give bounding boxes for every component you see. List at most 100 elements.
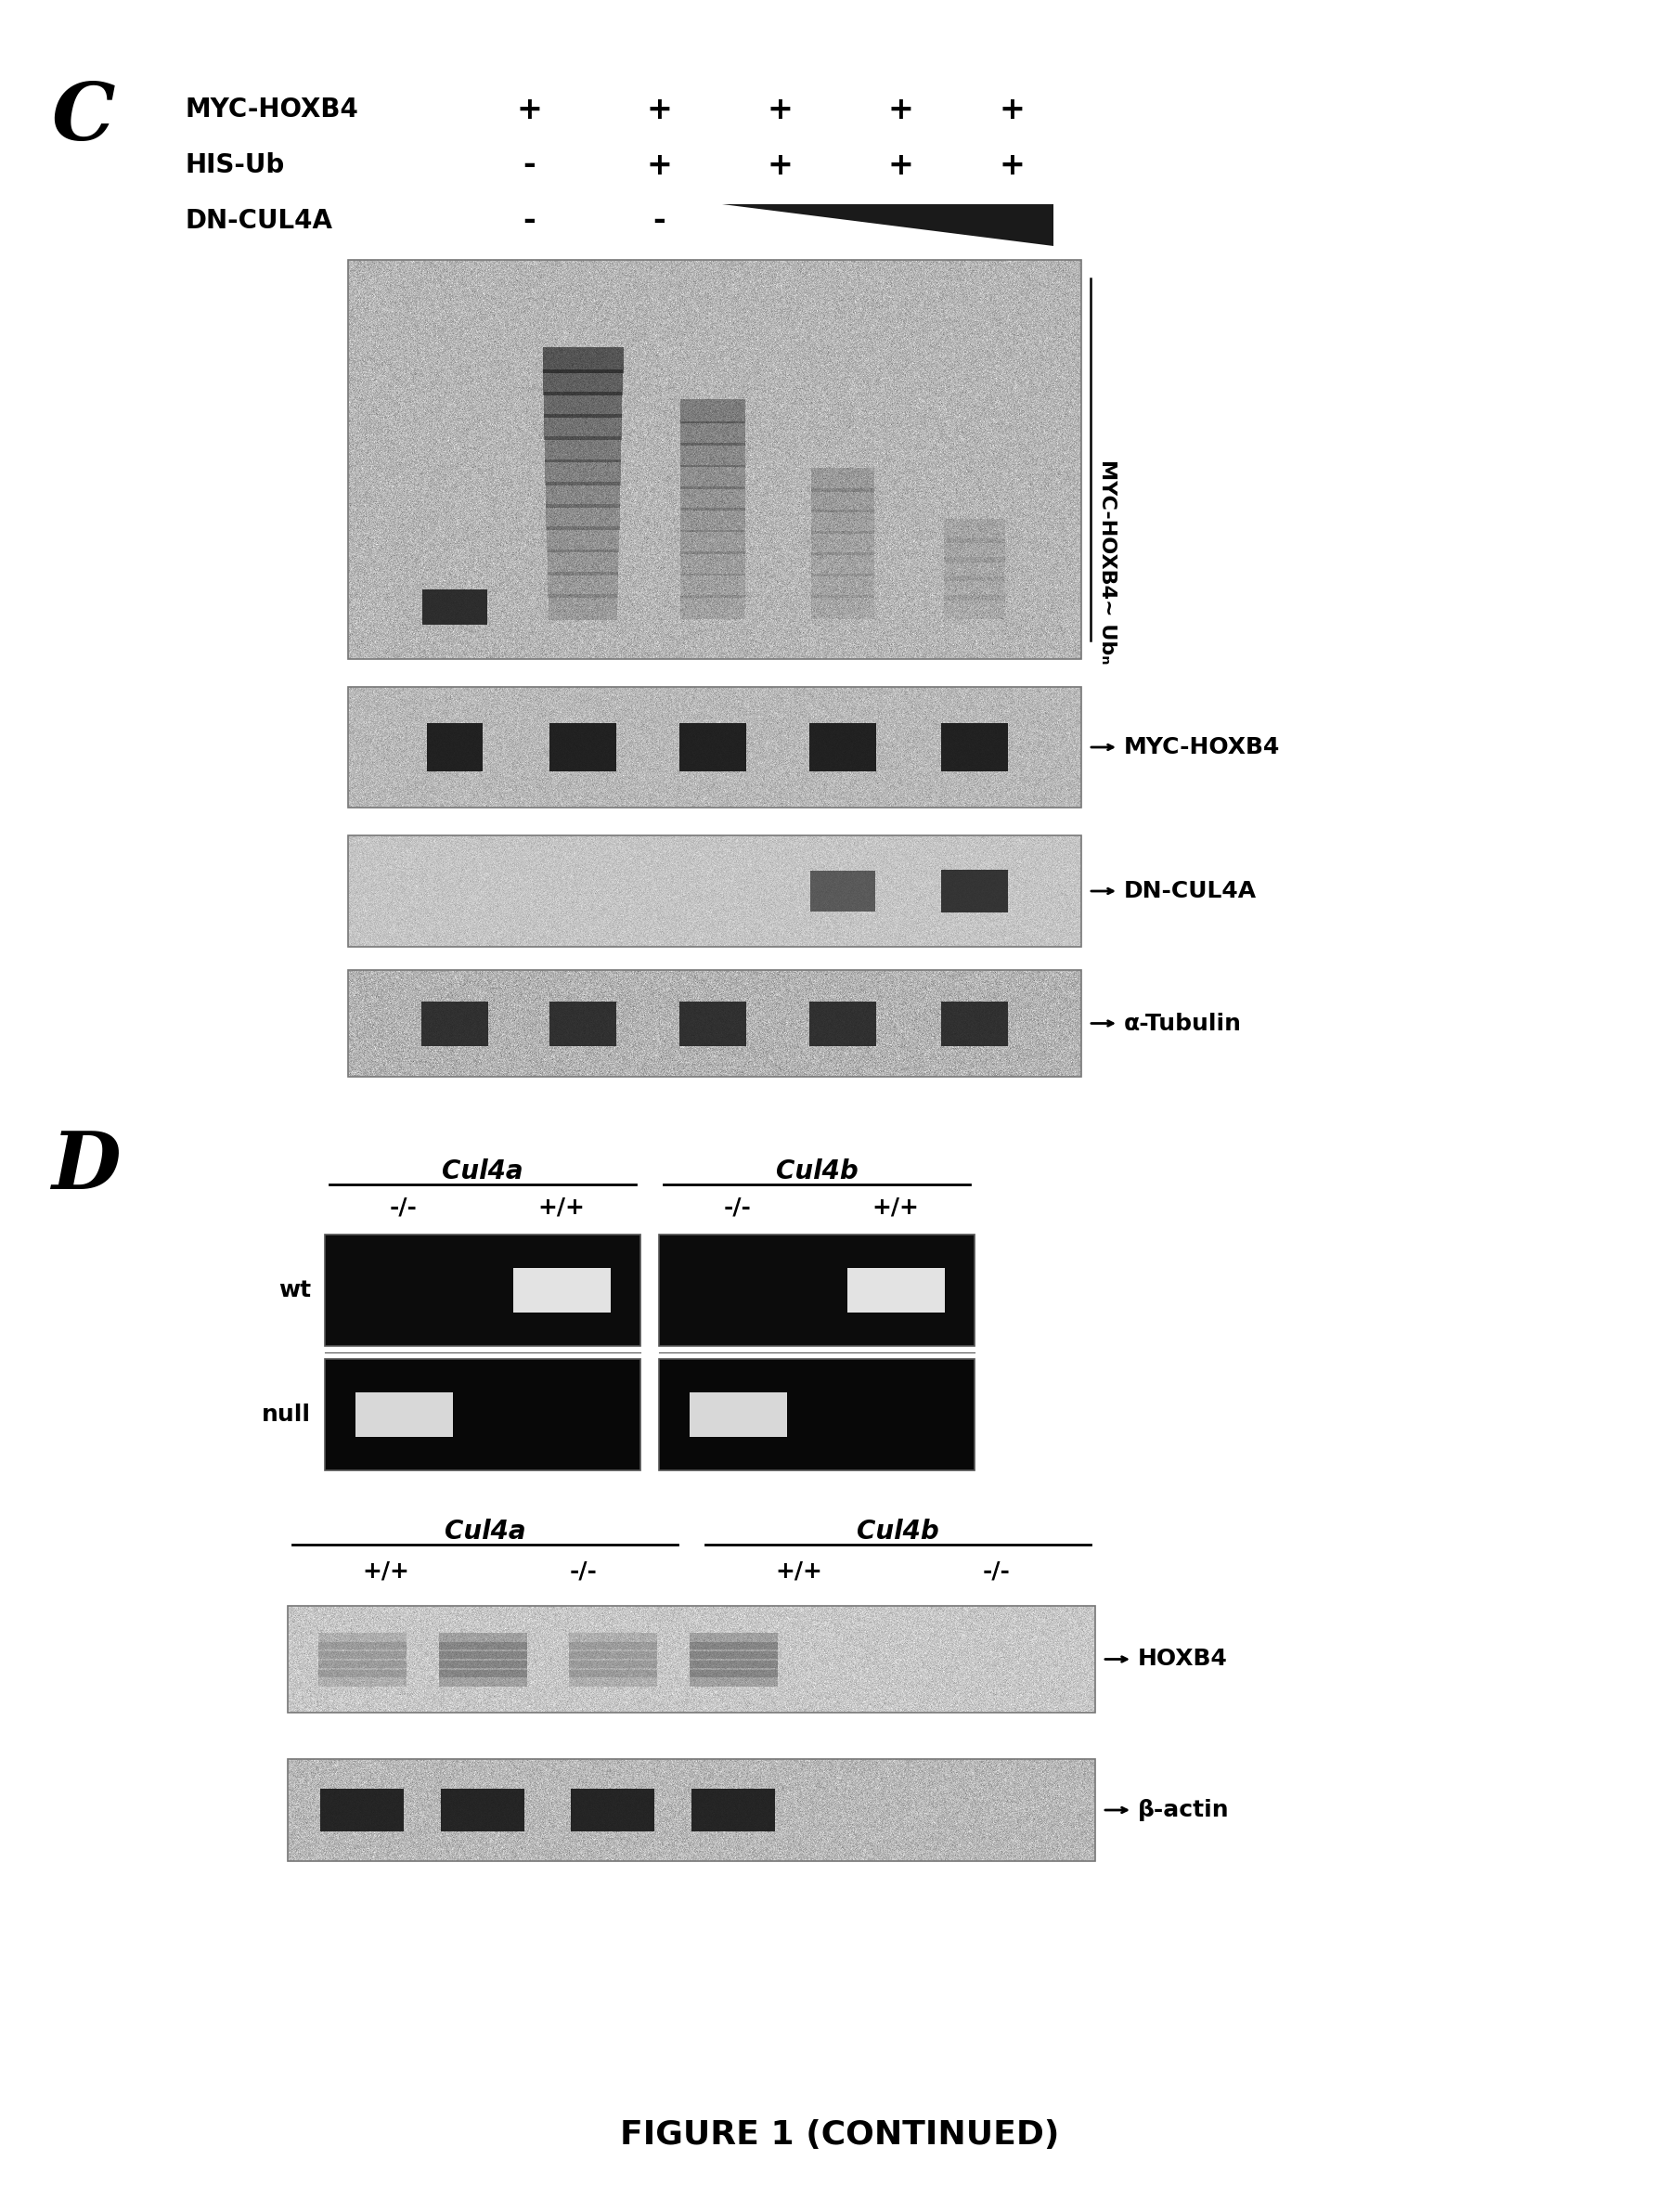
Text: +: +	[999, 150, 1024, 181]
Text: +/+: +/+	[871, 1194, 920, 1219]
Text: +: +	[767, 150, 792, 181]
Text: +/+: +/+	[537, 1194, 586, 1219]
Bar	[680, 442, 745, 467]
Bar	[680, 573, 745, 597]
Text: -/-: -/-	[982, 1559, 1011, 1582]
Text: FIGURE 1 (CONTINUED): FIGURE 1 (CONTINUED)	[620, 2119, 1059, 2150]
Text: MYC-HOXB4: MYC-HOXB4	[186, 97, 359, 122]
Bar	[287, 1606, 1095, 1712]
Text: -: -	[522, 206, 536, 237]
Text: wt: wt	[279, 1279, 311, 1301]
Bar	[658, 1358, 974, 1471]
Bar	[680, 723, 745, 772]
Bar	[944, 538, 1006, 562]
Bar	[942, 869, 1007, 914]
Bar	[547, 549, 618, 575]
Bar	[680, 1002, 745, 1046]
Text: Cul4a: Cul4a	[445, 1520, 526, 1544]
Text: +: +	[888, 150, 913, 181]
Text: -/-: -/-	[569, 1559, 598, 1582]
Text: -: -	[522, 150, 536, 181]
Bar	[688, 1632, 777, 1648]
Bar	[438, 1641, 527, 1659]
Bar	[809, 1002, 876, 1046]
Text: null: null	[262, 1402, 311, 1427]
Bar	[680, 551, 745, 575]
Text: DN-CUL4A: DN-CUL4A	[1123, 880, 1258, 902]
Bar	[569, 1641, 656, 1659]
Bar	[544, 414, 621, 440]
Bar	[438, 1632, 527, 1648]
Bar	[846, 1267, 944, 1312]
Text: MYC-HOXB4: MYC-HOXB4	[1123, 737, 1281, 759]
Bar	[680, 531, 745, 553]
Bar	[811, 872, 875, 911]
Text: DN-CUL4A: DN-CUL4A	[186, 208, 332, 234]
Bar	[680, 465, 745, 489]
Polygon shape	[722, 204, 1053, 246]
Bar	[680, 487, 745, 511]
Bar	[688, 1650, 777, 1668]
Bar	[569, 1650, 656, 1668]
Text: +/+: +/+	[776, 1559, 823, 1582]
Bar	[354, 1391, 452, 1438]
Bar	[688, 1641, 777, 1659]
Bar	[317, 1641, 406, 1659]
Bar	[811, 511, 875, 533]
Text: +: +	[999, 95, 1024, 124]
Bar	[287, 1759, 1095, 1860]
Text: -/-: -/-	[724, 1194, 752, 1219]
Text: Cul4b: Cul4b	[856, 1520, 939, 1544]
Text: HOXB4: HOXB4	[1138, 1648, 1227, 1670]
Bar	[547, 571, 618, 597]
Bar	[680, 420, 745, 445]
Bar	[348, 836, 1081, 947]
Bar	[546, 504, 620, 531]
Bar	[438, 1670, 527, 1686]
Bar	[688, 1391, 786, 1438]
Text: -/-: -/-	[390, 1194, 418, 1219]
Text: +: +	[888, 95, 913, 124]
Bar	[317, 1632, 406, 1648]
Bar	[688, 1661, 777, 1677]
Bar	[324, 1358, 640, 1471]
Bar	[688, 1670, 777, 1686]
Bar	[569, 1661, 656, 1677]
Bar	[317, 1650, 406, 1668]
Bar	[542, 347, 623, 372]
Bar	[348, 688, 1081, 807]
Bar	[546, 482, 620, 509]
Text: -: -	[653, 206, 665, 237]
Bar	[944, 595, 1006, 619]
Bar	[438, 1650, 527, 1668]
Bar	[809, 723, 876, 772]
Bar	[512, 1267, 609, 1312]
Bar	[317, 1670, 406, 1686]
Bar	[680, 595, 745, 619]
Bar	[811, 573, 875, 597]
Bar	[944, 575, 1006, 599]
Bar	[421, 1002, 489, 1046]
Text: +/+: +/+	[363, 1559, 410, 1582]
Bar	[944, 557, 1006, 582]
Text: MYC-HOXB4~ Ubₙ: MYC-HOXB4~ Ubₙ	[1098, 460, 1117, 664]
Text: HIS-Ub: HIS-Ub	[186, 153, 285, 179]
Bar	[544, 392, 623, 418]
Bar	[348, 971, 1081, 1077]
Bar	[544, 436, 621, 462]
Text: +: +	[767, 95, 792, 124]
Bar	[569, 1670, 656, 1686]
Bar	[811, 489, 875, 513]
Bar	[811, 531, 875, 555]
Bar	[692, 1790, 776, 1832]
Bar	[680, 509, 745, 533]
Bar	[680, 400, 745, 425]
Text: β-actin: β-actin	[1138, 1798, 1229, 1820]
Bar	[426, 723, 482, 772]
Bar	[321, 1790, 403, 1832]
Bar	[317, 1661, 406, 1677]
Text: +: +	[515, 95, 542, 124]
Text: C: C	[50, 80, 114, 157]
Bar	[442, 1790, 524, 1832]
Bar	[569, 1632, 656, 1648]
